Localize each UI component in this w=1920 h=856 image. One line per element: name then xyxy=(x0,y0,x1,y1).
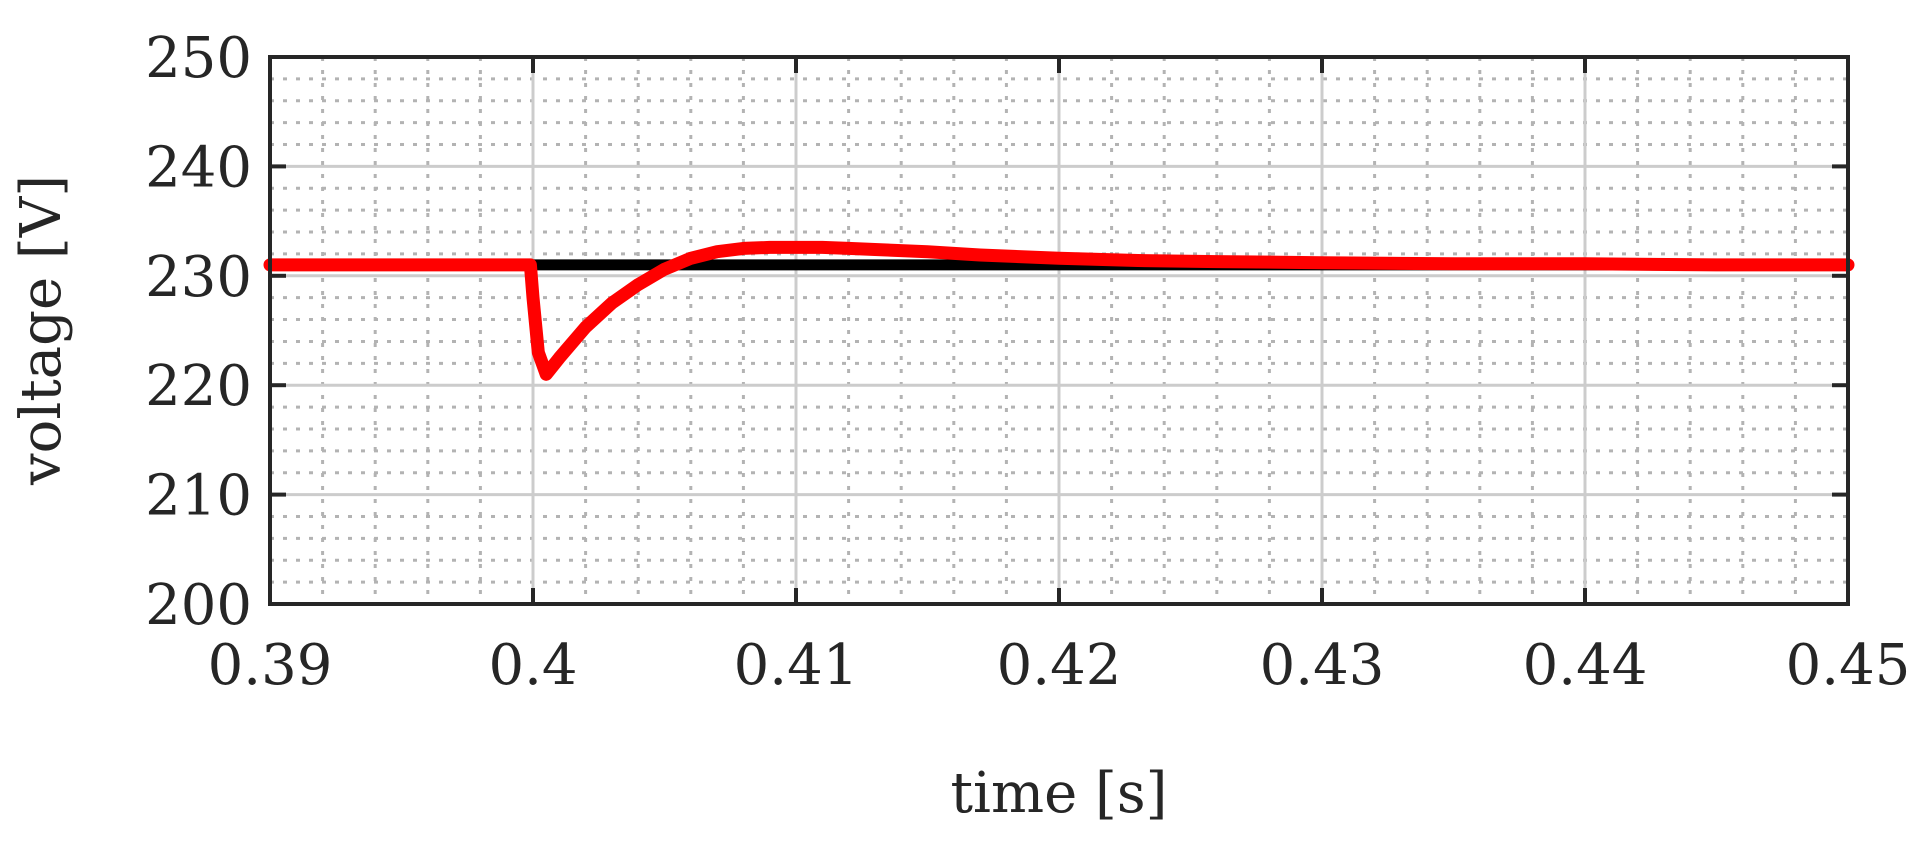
y-tick-label: 210 xyxy=(145,464,252,529)
axis-ticks xyxy=(268,55,1850,606)
y-tick-label: 230 xyxy=(145,245,252,310)
x-tick-label: 0.42 xyxy=(997,633,1122,698)
x-axis-label: time [s] xyxy=(951,761,1168,826)
y-tick-label: 200 xyxy=(145,573,252,638)
x-tick-label: 0.44 xyxy=(1523,633,1648,698)
y-axis-label: voltage [V] xyxy=(9,175,74,486)
y-tick-label: 240 xyxy=(145,135,252,200)
x-tick-label: 0.39 xyxy=(208,633,333,698)
x-tick-label: 0.45 xyxy=(1786,633,1911,698)
x-tick-labels: 0.39 0.4 0.41 0.42 0.43 0.44 0.45 xyxy=(208,633,1911,698)
x-tick-label: 0.43 xyxy=(1260,633,1385,698)
y-tick-label: 250 xyxy=(145,26,252,91)
y-tick-label: 220 xyxy=(145,354,252,419)
y-tick-labels: 200 210 220 230 240 250 xyxy=(145,26,252,638)
x-tick-label: 0.4 xyxy=(488,633,577,698)
measured-voltage-line xyxy=(263,240,1855,381)
x-tick-label: 0.41 xyxy=(734,633,859,698)
series-layer xyxy=(263,240,1855,381)
